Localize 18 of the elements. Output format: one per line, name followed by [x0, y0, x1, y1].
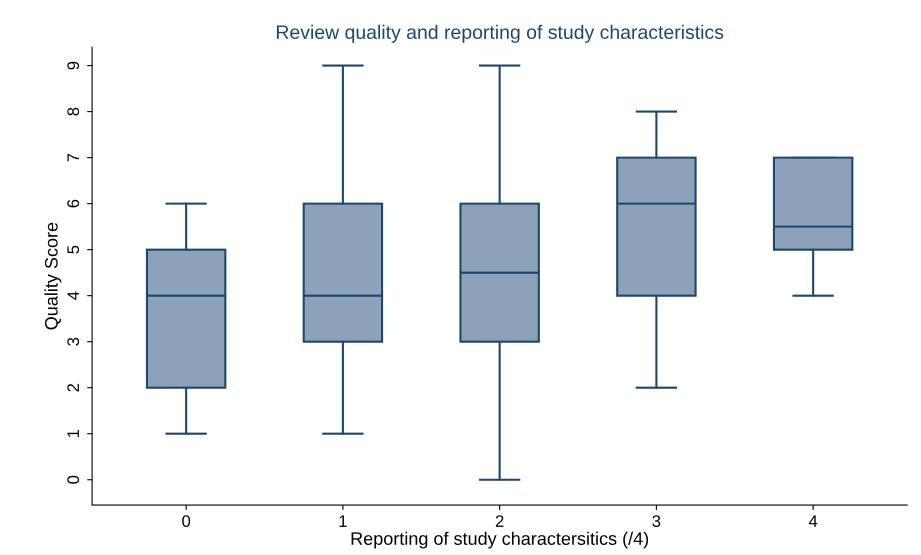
- y-tick-label: 7: [67, 154, 79, 162]
- y-tick-label: 1: [67, 430, 79, 438]
- y-tick-label: 5: [67, 246, 80, 254]
- x-tick-label: 4: [808, 515, 818, 527]
- x-tick-label: 2: [496, 515, 504, 527]
- y-tick-label: 4: [67, 292, 79, 300]
- x-tick-label: 0: [182, 515, 190, 528]
- y-tick-label: 2: [67, 384, 79, 392]
- y-axis-title: Quality Score: [44, 222, 62, 330]
- x-tick-label: 3: [652, 515, 660, 528]
- x-axis-title: Reporting of study charactersitics (/4): [352, 532, 648, 549]
- y-tick-label: 3: [67, 338, 80, 346]
- y-tick-label: 6: [67, 200, 80, 208]
- y-tick-label: 0: [67, 476, 80, 484]
- y-tick-label: 8: [67, 108, 80, 116]
- x-tick-label: 1: [340, 515, 347, 527]
- chart-title: Review quality and reporting of study characteristics: [276, 24, 724, 43]
- y-tick-label: 9: [67, 62, 80, 70]
